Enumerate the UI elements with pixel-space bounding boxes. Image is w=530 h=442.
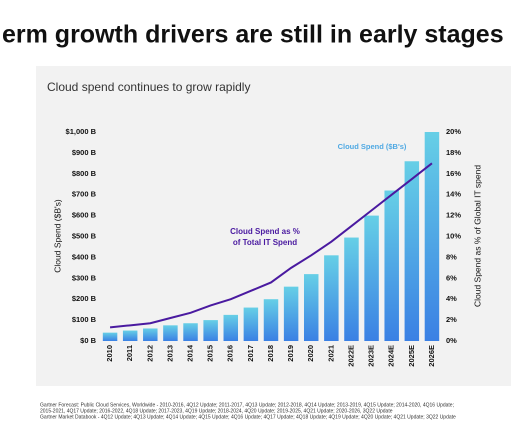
y2-tick-label: 18% xyxy=(446,148,461,157)
y2-tick-label: 12% xyxy=(446,211,461,220)
bar xyxy=(424,132,440,341)
x-tick-label: 2022E xyxy=(346,345,355,367)
x-tick-label: 2011 xyxy=(125,345,134,361)
y2-tick-label: 2% xyxy=(446,315,457,324)
x-tick-label: 2024E xyxy=(387,345,396,367)
x-tick-label: 2016 xyxy=(226,345,235,362)
legend-label: of Total IT Spend xyxy=(233,238,297,247)
bar xyxy=(102,332,118,341)
y2-axis-title: Cloud Spend as % of Global IT spend xyxy=(472,165,482,307)
x-tick-label: 2017 xyxy=(246,345,255,362)
x-tick-label: 2023E xyxy=(367,345,376,367)
x-tick-label: 2012 xyxy=(145,345,154,362)
x-tick-label: 2010 xyxy=(105,345,114,362)
y-axis-title: Cloud Spend ($B's) xyxy=(52,199,62,273)
x-tick-label: 2019 xyxy=(286,345,295,362)
x-tick-label: 2018 xyxy=(266,345,275,362)
bar xyxy=(143,328,158,341)
x-tick-label: 2021 xyxy=(326,345,335,362)
bar xyxy=(122,330,138,341)
x-tick-label: 2020 xyxy=(306,345,315,362)
x-tick-label: 2013 xyxy=(165,345,174,362)
y-tick-label: $800 B xyxy=(72,169,97,178)
bar xyxy=(183,323,198,341)
y2-tick-label: 6% xyxy=(446,273,457,282)
legend-label: Cloud Spend as % xyxy=(230,227,300,236)
x-tick-label: 2014 xyxy=(186,344,195,362)
footnote: Gartner Market Databook - 4Q12 Update; 4… xyxy=(40,414,456,420)
bar xyxy=(404,161,420,341)
y-tick-label: $200 B xyxy=(72,294,97,303)
y-tick-label: $0 B xyxy=(80,336,96,345)
footnote: 2015-2021, 4Q17 Update; 2016-2022, 4Q18 … xyxy=(40,408,393,414)
y2-tick-label: 4% xyxy=(446,294,457,303)
y-tick-label: $700 B xyxy=(72,190,97,199)
y2-tick-label: 16% xyxy=(446,169,461,178)
bar xyxy=(203,320,218,341)
bar xyxy=(364,215,379,341)
y-tick-label: $400 B xyxy=(72,252,97,261)
y2-tick-label: 20% xyxy=(446,127,461,136)
bar xyxy=(344,237,359,341)
y-tick-label: $300 B xyxy=(72,273,97,282)
bar xyxy=(163,325,178,341)
chart-title: Cloud spend continues to grow rapidly xyxy=(47,80,250,94)
y-tick-label: $100 B xyxy=(72,315,97,324)
bar xyxy=(324,255,339,341)
x-tick-label: 2026E xyxy=(427,345,436,367)
y2-tick-label: 8% xyxy=(446,252,457,261)
y-tick-label: $600 B xyxy=(72,211,97,220)
bar xyxy=(243,307,259,341)
y-tick-label: $1,000 B xyxy=(66,127,97,136)
bar xyxy=(384,190,399,341)
y2-tick-label: 0% xyxy=(446,336,457,345)
line xyxy=(109,162,433,329)
y-tick-label: $900 B xyxy=(72,148,97,157)
x-tick-label: 2025E xyxy=(407,345,416,367)
headline: erm growth drivers are still in early st… xyxy=(2,21,504,49)
y2-tick-label: 10% xyxy=(446,231,461,240)
x-tick-label: 2015 xyxy=(206,345,215,362)
y-tick-label: $500 B xyxy=(72,231,97,240)
legend-label: Cloud Spend ($B's) xyxy=(338,142,407,151)
bar xyxy=(303,274,319,341)
bar xyxy=(223,314,239,341)
bar xyxy=(283,286,299,341)
bar xyxy=(263,299,279,341)
footnote: Gartner Forecast: Public Cloud Services,… xyxy=(40,402,454,408)
y2-tick-label: 14% xyxy=(446,190,461,199)
